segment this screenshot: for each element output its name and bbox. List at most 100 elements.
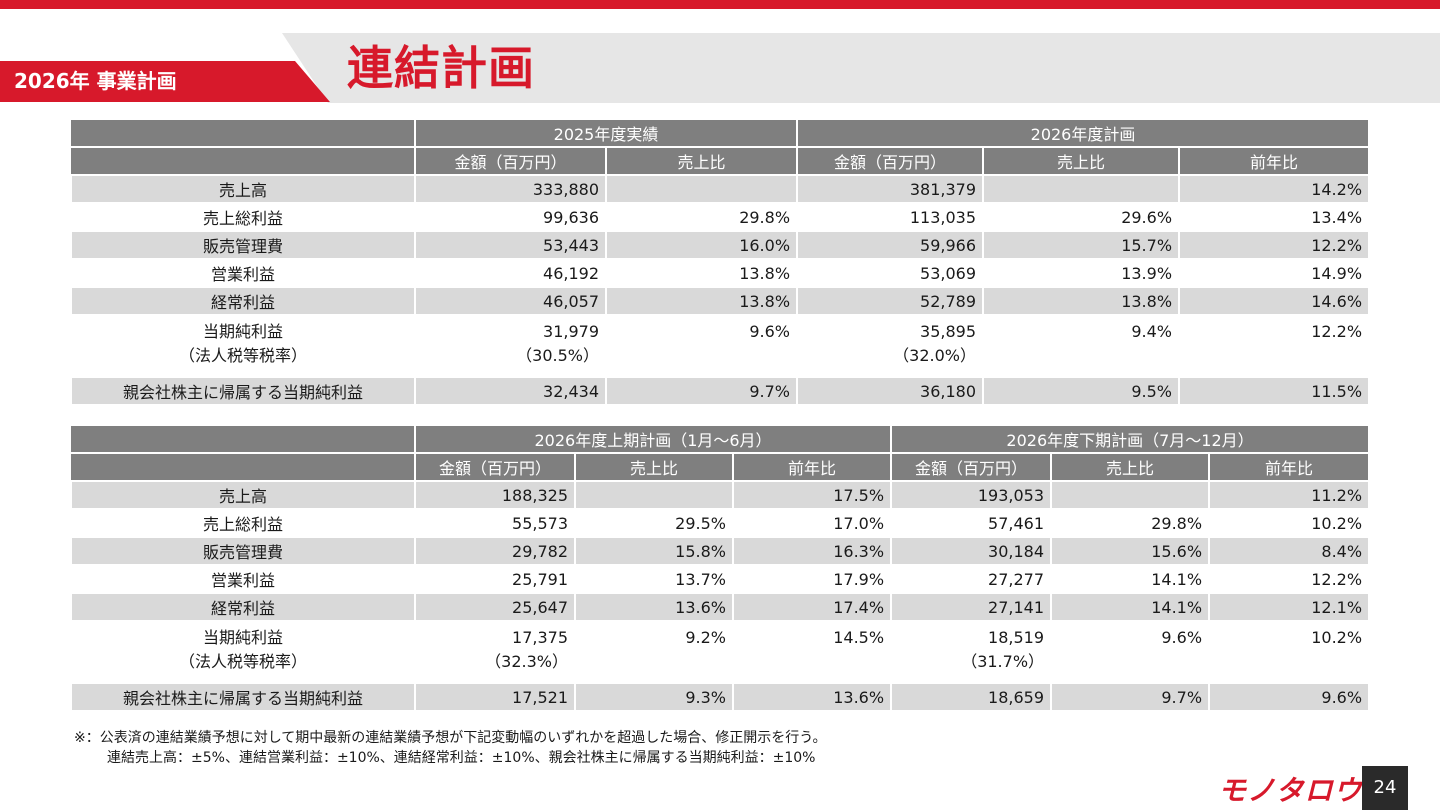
table-cell: 10.2%	[1208, 508, 1371, 538]
row-label: 売上総利益	[70, 202, 416, 232]
cell-value: 14.5%	[833, 628, 885, 647]
table-cell: 12.2%	[1178, 314, 1371, 378]
column-header: 金額（百万円）	[796, 146, 985, 176]
table-cell: 14.6%	[1178, 286, 1371, 316]
row-label: 当期純利益 （法人税等税率）	[70, 314, 416, 378]
cell-value: 9.5%	[1131, 381, 1173, 401]
column-header: 前年比	[1178, 146, 1371, 176]
table-cell: 25,791	[414, 564, 576, 594]
table-cell: 14.2%	[1178, 174, 1371, 204]
group-header: 2026年度計画	[796, 118, 1371, 148]
table-cell: 12.2%	[1178, 230, 1371, 260]
table-cell: 14.5%	[731, 620, 893, 684]
table-cell: 17,521	[414, 682, 576, 712]
column-header: 売上比	[1050, 452, 1211, 482]
table-cell: 9.3%	[574, 682, 734, 712]
table-cell: 36,180	[796, 376, 985, 406]
table-cell: 9.5%	[982, 376, 1181, 406]
cell-value: 13.7%	[675, 569, 726, 589]
cell-value: 11.5%	[1311, 381, 1363, 401]
row-label-text: 売上高	[218, 487, 267, 506]
table-cell: 29,782	[414, 536, 576, 566]
cell-value: 14.9%	[1311, 263, 1363, 283]
row-label-text: 営業利益	[210, 571, 275, 590]
column-header: 金額（百万円）	[414, 146, 607, 176]
table-cell: 46,057	[414, 286, 607, 316]
table-cell: 15.7%	[982, 230, 1181, 260]
table-cell: 57,461	[890, 508, 1053, 538]
cell-value: 17.0%	[833, 513, 885, 533]
cell-value: 17,375	[512, 628, 568, 647]
table-row: 売上高 333,880 381,379 14.2%	[70, 174, 1371, 204]
table-row: 経常利益 46,057 13.8% 52,789 13.8% 14.6%	[70, 286, 1371, 316]
table-row: 売上総利益 99,636 29.8% 113,035 29.6% 13.4%	[70, 202, 1371, 232]
table-cell: 17,375 （32.3%）	[414, 620, 576, 684]
table-cell: 17.5%	[731, 480, 893, 510]
table-cell: 8.4%	[1208, 536, 1371, 566]
cell-value: 10.2%	[1311, 628, 1363, 647]
cell-value: 333,880	[532, 179, 599, 199]
table-cell: 18,659	[890, 682, 1053, 712]
column-header: 前年比	[731, 452, 893, 482]
cell-value: 55,573	[512, 513, 568, 533]
cell-value: 9.3%	[685, 687, 726, 707]
table-cell	[574, 480, 734, 510]
table-cell: 193,053	[890, 480, 1053, 510]
cell-value: 9.6%	[749, 322, 791, 341]
cell-value: 15.7%	[1121, 235, 1173, 255]
table-cell: 13.4%	[1178, 202, 1371, 232]
cell-value: 113,035	[909, 207, 977, 227]
table-cell: 9.7%	[604, 376, 799, 406]
table-cell: 13.9%	[982, 258, 1181, 288]
cell-value: 16.3%	[833, 541, 885, 561]
cell-value: 14.1%	[1151, 597, 1203, 617]
table-cell: 9.6%	[1208, 682, 1371, 712]
cell-value: 15.6%	[1151, 541, 1203, 561]
corner-cell	[71, 452, 415, 482]
table-cell: 13.6%	[731, 682, 893, 712]
table-row: 販売管理費 53,443 16.0% 59,966 15.7% 12.2%	[70, 230, 1371, 260]
cell-value: 8.4%	[1321, 541, 1363, 561]
cell-value: 25,647	[512, 597, 568, 617]
cell-value: 13.8%	[739, 263, 791, 283]
cell-value: 46,057	[543, 291, 599, 311]
table-cell: 29.8%	[604, 202, 799, 232]
top-accent-bar	[0, 0, 1440, 9]
cell-value: 30,184	[988, 541, 1045, 561]
cell-value: 12.2%	[1311, 235, 1363, 255]
row-label-text: 当期純利益	[202, 322, 283, 341]
cell-value: 9.7%	[1161, 687, 1203, 707]
cell-value: 17.9%	[833, 569, 885, 589]
table-cell: 25,647	[414, 592, 576, 622]
table-cell: 10.2%	[1208, 620, 1371, 684]
table-cell: 381,379	[796, 174, 985, 204]
column-header: 売上比	[982, 146, 1181, 176]
table-cell: 53,443	[414, 230, 607, 260]
section-tag: 2026年 事業計画	[0, 61, 330, 102]
cell-value: 17,521	[512, 687, 568, 707]
row-label-text: 売上高	[218, 181, 267, 200]
cell-value: 13.6%	[833, 687, 885, 707]
cell-value: 29.8%	[1151, 513, 1203, 533]
table-cell: 13.8%	[604, 258, 799, 288]
cell-value: 27,141	[988, 597, 1045, 617]
row-label: 営業利益	[70, 564, 416, 594]
table-cell: 17.4%	[731, 592, 893, 622]
cell-value: 9.4%	[1131, 322, 1173, 341]
cell-value: 12.2%	[1311, 569, 1363, 589]
cell-value: 188,325	[501, 485, 568, 505]
cell-value: 381,379	[909, 179, 977, 199]
row-label: 営業利益	[70, 258, 416, 288]
cell-subvalue: （31.7%）	[961, 652, 1045, 671]
table-cell: 17.9%	[731, 564, 893, 594]
row-label: 売上高	[70, 174, 416, 204]
cell-value: 36,180	[920, 381, 977, 401]
cell-value: 13.8%	[1121, 291, 1173, 311]
cell-value: 11.2%	[1311, 485, 1363, 505]
corner-cell	[71, 118, 415, 148]
annual-plan-table: 2025年度実績 2026年度計画 金額（百万円） 売上比 金額（百万円） 売上…	[70, 118, 1371, 406]
cell-value: 18,659	[988, 687, 1045, 707]
corner-cell	[71, 146, 415, 176]
table-cell: 52,789	[796, 286, 985, 316]
row-label-text: 営業利益	[210, 265, 275, 284]
